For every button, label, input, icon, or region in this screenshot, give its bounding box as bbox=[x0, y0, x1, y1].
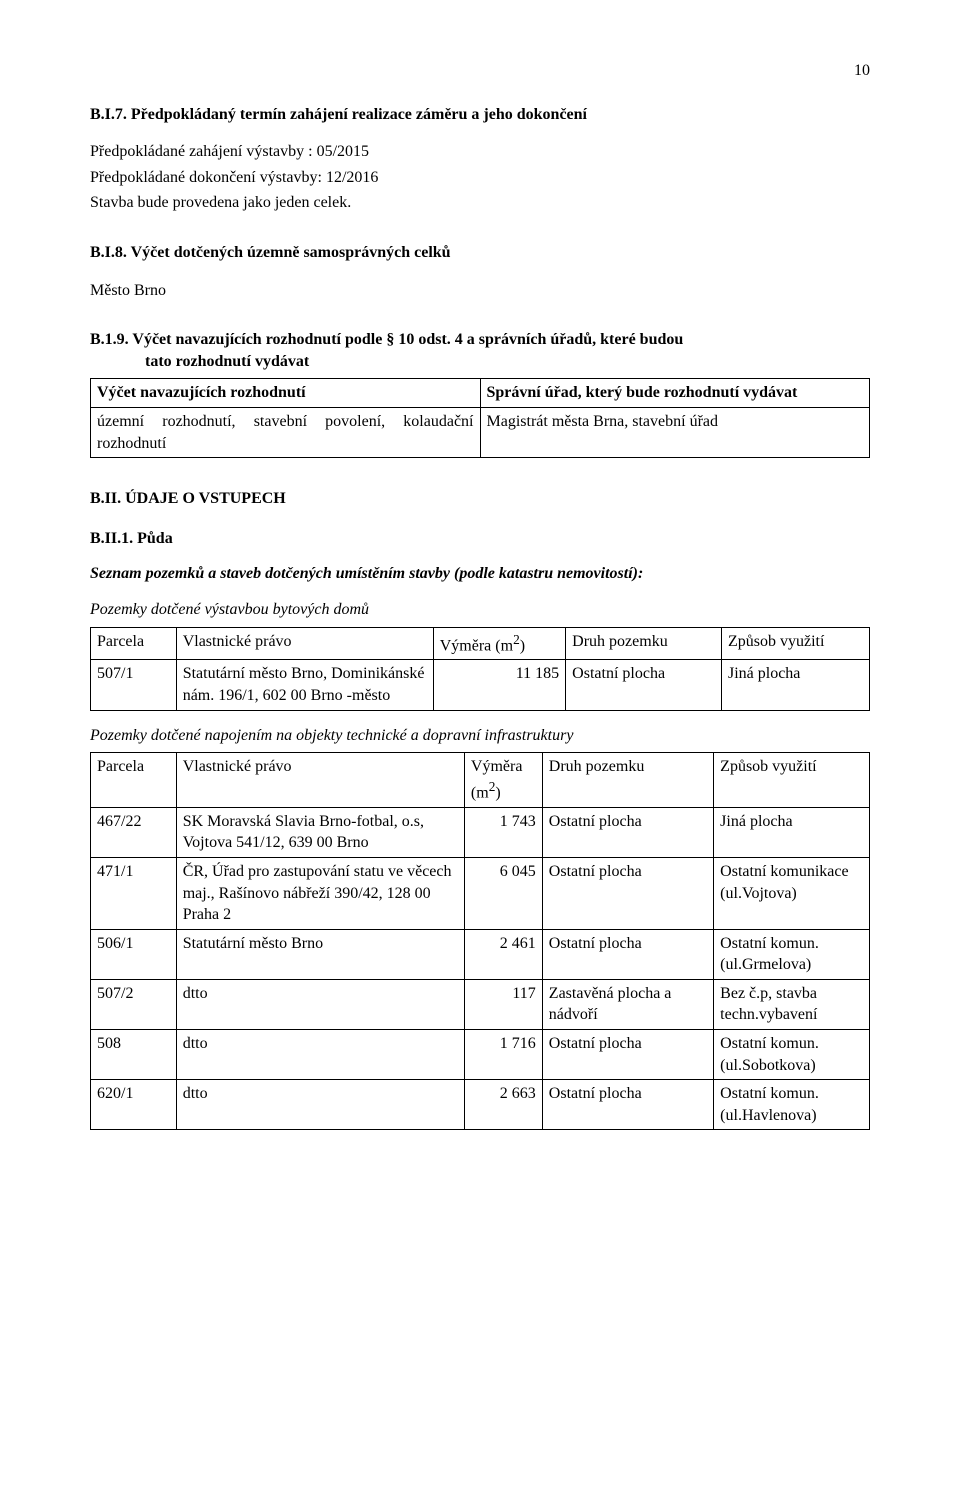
heading-bii1: B.II.1. Půda bbox=[90, 528, 870, 550]
cell: SK Moravská Slavia Brno-fotbal, o.s, Voj… bbox=[176, 807, 464, 857]
cell: 11 185 bbox=[433, 660, 565, 710]
th-zpusob: Způsob využití bbox=[721, 627, 869, 660]
cell: Ostatní komun. (ul.Grmelova) bbox=[714, 929, 870, 979]
cell: ČR, Úřad pro zastupování statu ve věcech… bbox=[176, 857, 464, 929]
cell: Ostatní komun. (ul.Havlenova) bbox=[714, 1080, 870, 1130]
tableB-caption: Pozemky dotčené napojením na objekty tec… bbox=[90, 725, 870, 747]
heading-b19-l1: B.1.9. Výčet navazujících rozhodnutí pod… bbox=[90, 331, 683, 348]
table-row: 471/1 ČR, Úřad pro zastupování statu ve … bbox=[91, 857, 870, 929]
table-pozemky-a: Parcela Vlastnické právo Výměra (m2) Dru… bbox=[90, 627, 870, 711]
cell: 2 461 bbox=[464, 929, 542, 979]
table-row: Parcela Vlastnické právo Výměra (m2) Dru… bbox=[91, 753, 870, 808]
table-row: 507/1 Statutární město Brno, Dominikánsk… bbox=[91, 660, 870, 710]
bi7-line-1: Předpokládané zahájení výstavby : 05/201… bbox=[90, 141, 870, 163]
table-pozemky-b: Parcela Vlastnické právo Výměra (m2) Dru… bbox=[90, 752, 870, 1130]
th-vymera: Výměra (m2) bbox=[464, 753, 542, 808]
cell: 620/1 bbox=[91, 1080, 177, 1130]
cell: 117 bbox=[464, 979, 542, 1029]
th-vlastnik: Vlastnické právo bbox=[176, 627, 433, 660]
cell: 1 716 bbox=[464, 1030, 542, 1080]
th-zpusob: Způsob využití bbox=[714, 753, 870, 808]
cell: 506/1 bbox=[91, 929, 177, 979]
table-row: 467/22 SK Moravská Slavia Brno-fotbal, o… bbox=[91, 807, 870, 857]
cell: Ostatní plocha bbox=[542, 1030, 713, 1080]
table-row: 508 dtto 1 716 Ostatní plocha Ostatní ko… bbox=[91, 1030, 870, 1080]
cell: dtto bbox=[176, 979, 464, 1029]
cell: dtto bbox=[176, 1030, 464, 1080]
table-row: územní rozhodnutí, stavební povolení, ko… bbox=[91, 407, 870, 457]
cell: 507/2 bbox=[91, 979, 177, 1029]
cell: 6 045 bbox=[464, 857, 542, 929]
cell: Zastavěná plocha a nádvoří bbox=[542, 979, 713, 1029]
bii1-intro: Seznam pozemků a staveb dotčených umístě… bbox=[90, 563, 870, 585]
table-row: 506/1 Statutární město Brno 2 461 Ostatn… bbox=[91, 929, 870, 979]
bi7-line-2: Předpokládané dokončení výstavby: 12/201… bbox=[90, 167, 870, 189]
cell: Statutární město Brno, Dominikánské nám.… bbox=[176, 660, 433, 710]
heading-bii: B.II. ÚDAJE O VSTUPECH bbox=[90, 488, 870, 510]
cell: Ostatní plocha bbox=[542, 1080, 713, 1130]
heading-bi7: B.I.7. Předpokládaný termín zahájení rea… bbox=[90, 104, 870, 126]
cell: Bez č.p, stavba techn.vybavení bbox=[714, 979, 870, 1029]
cell: Ostatní komun. (ul.Sobotkova) bbox=[714, 1030, 870, 1080]
page-number: 10 bbox=[90, 60, 870, 82]
cell: Jiná plocha bbox=[721, 660, 869, 710]
cell-r1c1: Výčet navazujících rozhodnutí bbox=[91, 379, 481, 408]
bi8-text: Město Brno bbox=[90, 280, 870, 302]
cell: Ostatní komunikace (ul.Vojtova) bbox=[714, 857, 870, 929]
heading-b19-l2: tato rozhodnutí vydávat bbox=[145, 351, 309, 373]
th-druh: Druh pozemku bbox=[566, 627, 722, 660]
cell-r1c2: Správní úřad, který bude rozhodnutí vydá… bbox=[480, 379, 870, 408]
cell: 2 663 bbox=[464, 1080, 542, 1130]
cell: Ostatní plocha bbox=[566, 660, 722, 710]
cell: dtto bbox=[176, 1080, 464, 1130]
th-druh: Druh pozemku bbox=[542, 753, 713, 808]
cell-r2c2: Magistrát města Brna, stavební úřad bbox=[480, 407, 870, 457]
heading-bi8: B.I.8. Výčet dotčených územně samosprávn… bbox=[90, 242, 870, 264]
table-row: 507/2 dtto 117 Zastavěná plocha a nádvoř… bbox=[91, 979, 870, 1029]
th-parcela: Parcela bbox=[91, 627, 177, 660]
table-rozhodnuti: Výčet navazujících rozhodnutí Správní úř… bbox=[90, 378, 870, 458]
tableA-caption: Pozemky dotčené výstavbou bytových domů bbox=[90, 599, 870, 621]
cell: Ostatní plocha bbox=[542, 929, 713, 979]
heading-b19: B.1.9. Výčet navazujících rozhodnutí pod… bbox=[90, 329, 870, 372]
cell: 471/1 bbox=[91, 857, 177, 929]
cell: Jiná plocha bbox=[714, 807, 870, 857]
cell: 508 bbox=[91, 1030, 177, 1080]
th-vymera: Výměra (m2) bbox=[433, 627, 565, 660]
bi7-line-3: Stavba bude provedena jako jeden celek. bbox=[90, 192, 870, 214]
cell-r2c1: územní rozhodnutí, stavební povolení, ko… bbox=[91, 407, 481, 457]
cell: 1 743 bbox=[464, 807, 542, 857]
table-row: Parcela Vlastnické právo Výměra (m2) Dru… bbox=[91, 627, 870, 660]
cell: Statutární město Brno bbox=[176, 929, 464, 979]
cell: Ostatní plocha bbox=[542, 857, 713, 929]
cell: 507/1 bbox=[91, 660, 177, 710]
cell: Ostatní plocha bbox=[542, 807, 713, 857]
table-row: 620/1 dtto 2 663 Ostatní plocha Ostatní … bbox=[91, 1080, 870, 1130]
cell: 467/22 bbox=[91, 807, 177, 857]
th-parcela: Parcela bbox=[91, 753, 177, 808]
th-vlastnik: Vlastnické právo bbox=[176, 753, 464, 808]
table-row: Výčet navazujících rozhodnutí Správní úř… bbox=[91, 379, 870, 408]
